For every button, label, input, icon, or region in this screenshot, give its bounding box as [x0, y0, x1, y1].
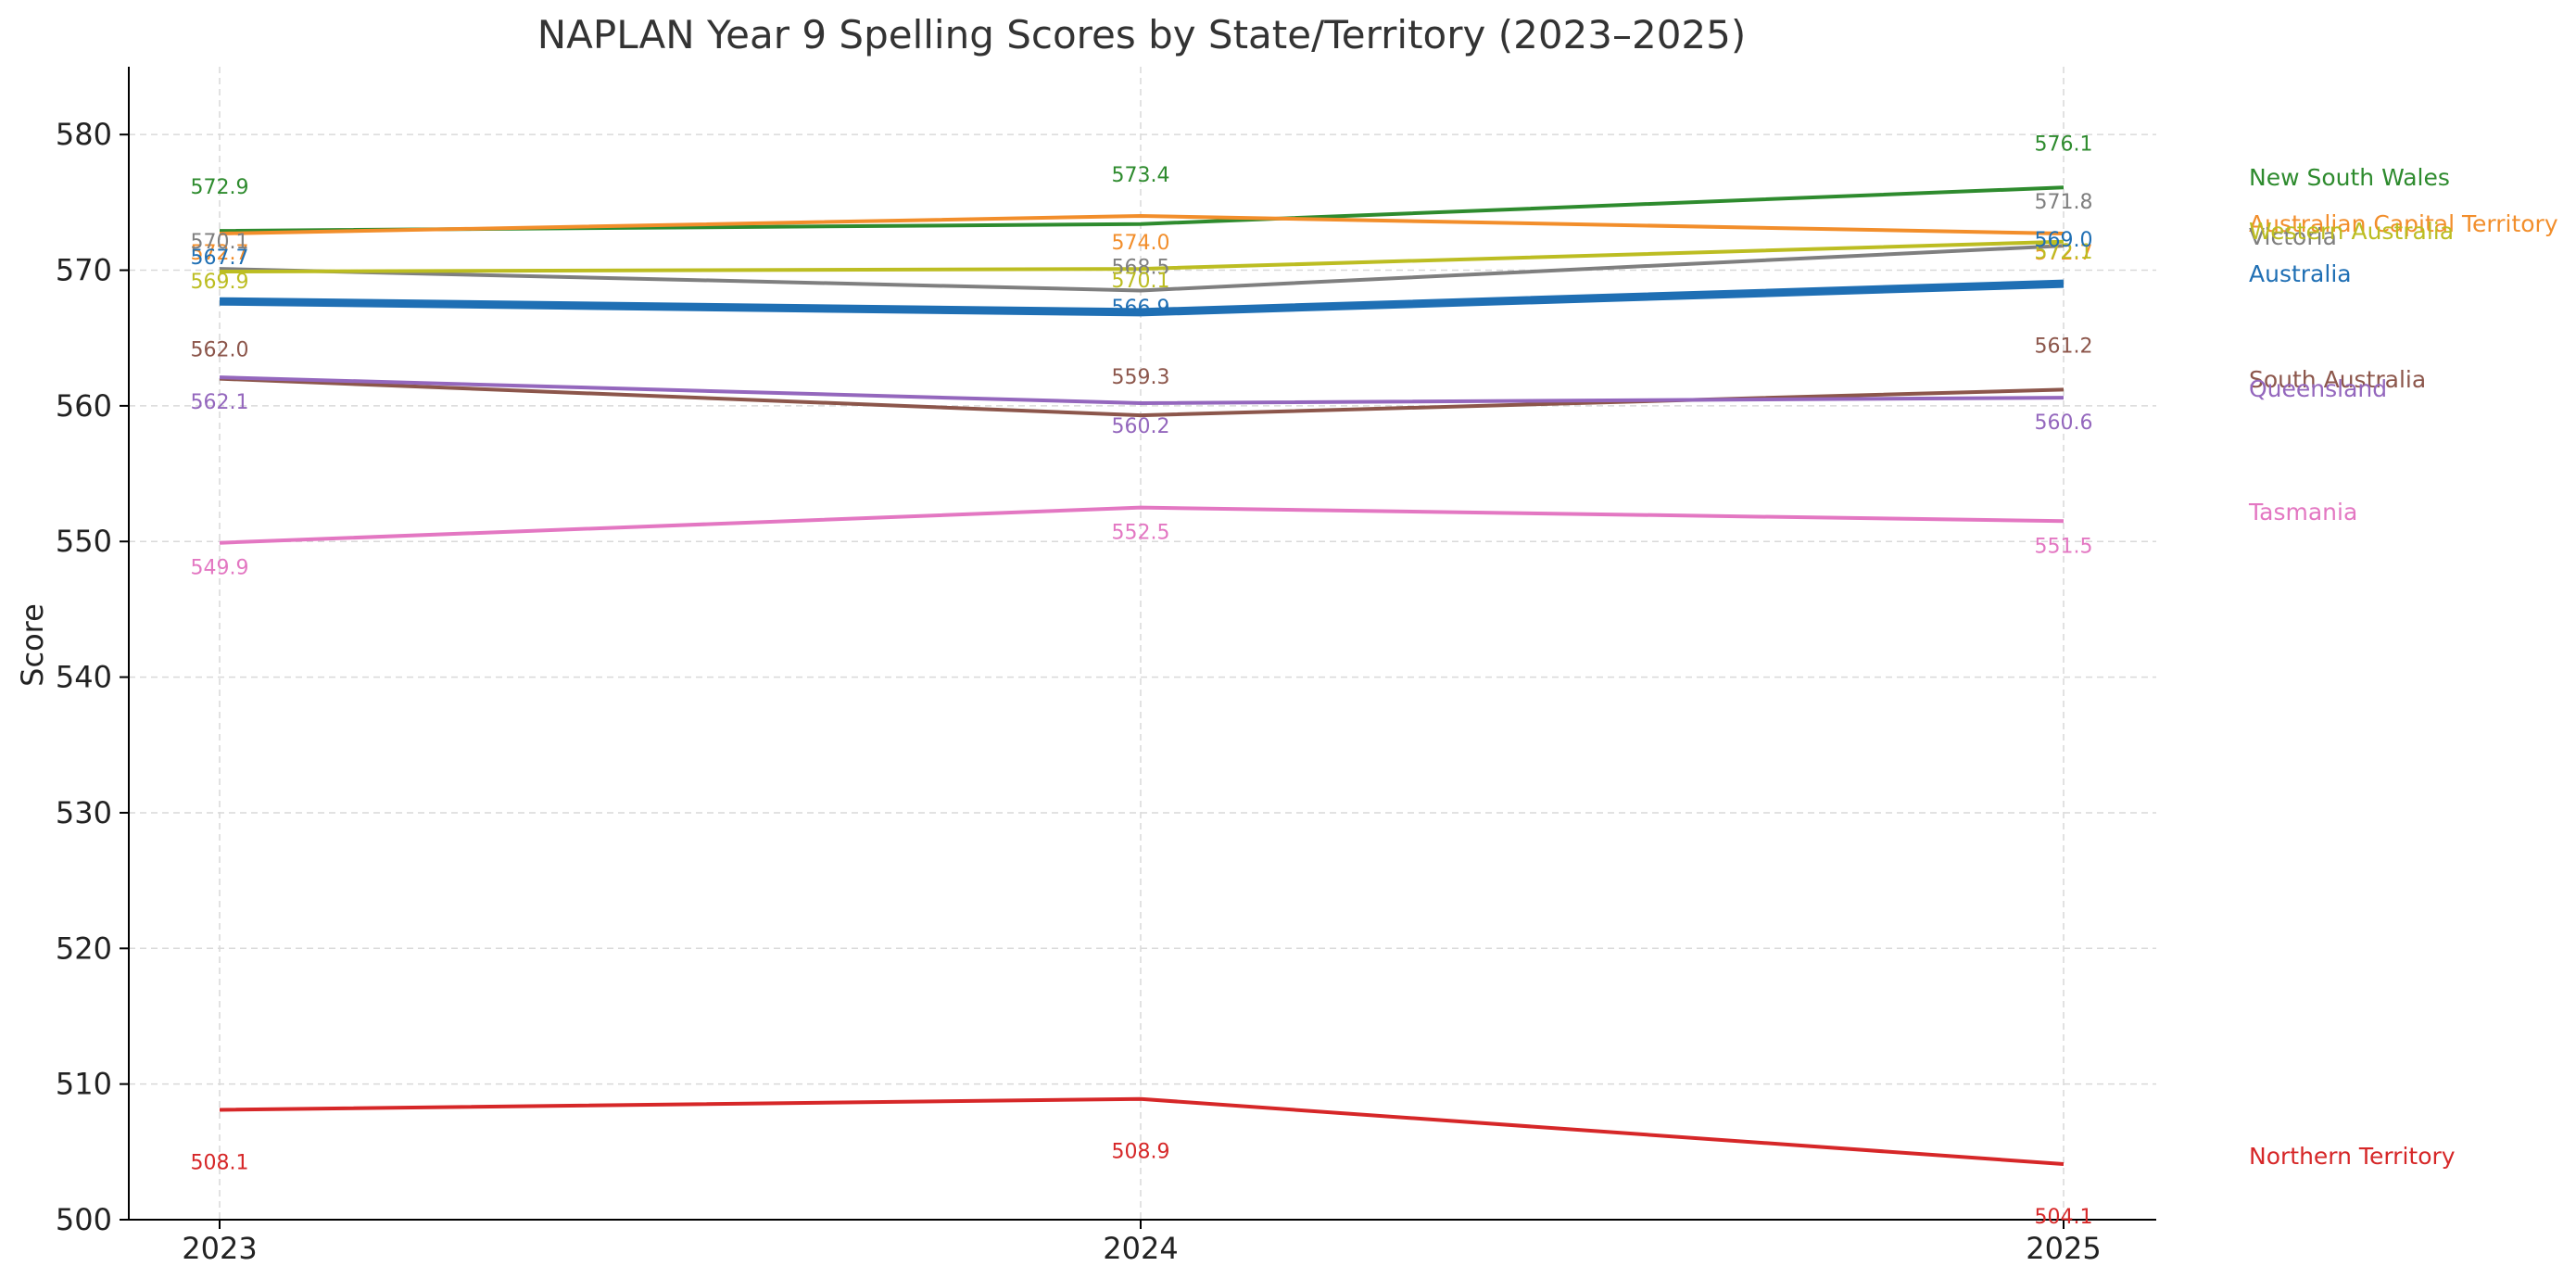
data-label: 508.9: [1112, 1141, 1170, 1164]
axes: [128, 67, 2156, 1221]
data-label: 562.0: [191, 339, 249, 362]
x-tick-label: 2025: [2026, 1231, 2101, 1266]
y-tick-label: 510: [56, 1067, 112, 1102]
data-label: 570.1: [191, 231, 249, 254]
legend: New South Wales Australian Capital Territ…: [2248, 164, 2558, 1170]
legend-entry: Northern Territory: [2249, 1143, 2456, 1170]
y-tick-label: 500: [56, 1202, 112, 1237]
series-lines: [219, 185, 2065, 1166]
y-tick-label: 560: [56, 388, 112, 424]
data-label: 568.5: [1112, 256, 1170, 279]
chart-title: NAPLAN Year 9 Spelling Scores by State/T…: [537, 12, 1747, 57]
data-label: 574.0: [1112, 232, 1170, 255]
data-label: 560.2: [1112, 415, 1170, 438]
legend-entry: Victoria: [2249, 223, 2337, 250]
legend-entry: Queensland: [2249, 375, 2387, 402]
data-label: 573.4: [1112, 164, 1170, 187]
series-line-australian-capital-territory: [219, 213, 2065, 236]
series-line-northern-territory: [219, 1096, 2065, 1166]
x-tick-label: 2024: [1103, 1231, 1178, 1266]
legend-entry: Australia: [2249, 260, 2352, 287]
y-tick-label: 580: [56, 117, 112, 152]
data-label: 572.7: [191, 242, 249, 265]
data-label: 562.1: [191, 391, 249, 414]
data-label: 549.9: [191, 557, 249, 580]
data-label: 552.5: [1112, 522, 1170, 545]
series-line-australia: [219, 279, 2065, 317]
data-label: 559.3: [1112, 366, 1170, 389]
legend-entry: Tasmania: [2248, 499, 2357, 526]
data-label: 561.2: [2035, 335, 2093, 358]
data-label: 569.9: [191, 271, 249, 294]
series-line-new-south-wales: [219, 185, 2065, 234]
data-label: 504.1: [2035, 1206, 2093, 1229]
legend-entry: Western Australia: [2249, 218, 2454, 245]
data-label: 508.1: [191, 1151, 249, 1174]
data-label: 572.1: [2035, 241, 2093, 264]
legend-entry: New South Wales: [2249, 164, 2450, 191]
y-tick-label: 550: [56, 524, 112, 559]
data-label: 560.6: [2035, 412, 2093, 435]
y-tick-label: 540: [56, 660, 112, 695]
data-label: 572.7: [2035, 242, 2093, 265]
y-axis-label: Score: [15, 603, 50, 687]
y-tick-label: 530: [56, 795, 112, 830]
ticks: 500 510 520 530 540 550 560 570 580 2023 2024 2025: [56, 117, 2102, 1266]
series-line-tasmania: [219, 505, 2065, 545]
data-label: 551.5: [2035, 535, 2093, 558]
series-line-western-australia: [219, 239, 2065, 273]
data-label: 567.7: [191, 247, 249, 270]
legend-entry: South Australia: [2249, 366, 2426, 393]
y-tick-label: 570: [56, 253, 112, 288]
legend-entry: Australian Capital Territory: [2249, 210, 2558, 237]
data-label: 570.1: [1112, 270, 1170, 293]
data-label: 571.8: [2035, 191, 2093, 214]
data-label: 576.1: [2035, 133, 2093, 156]
data-label: 566.9: [1112, 297, 1170, 320]
series-line-victoria: [219, 244, 2065, 293]
series-line-queensland: [219, 375, 2065, 405]
data-label: 569.0: [2035, 229, 2093, 252]
x-tick-label: 2023: [182, 1231, 257, 1266]
y-tick-label: 520: [56, 931, 112, 966]
data-label: 572.9: [191, 176, 249, 199]
